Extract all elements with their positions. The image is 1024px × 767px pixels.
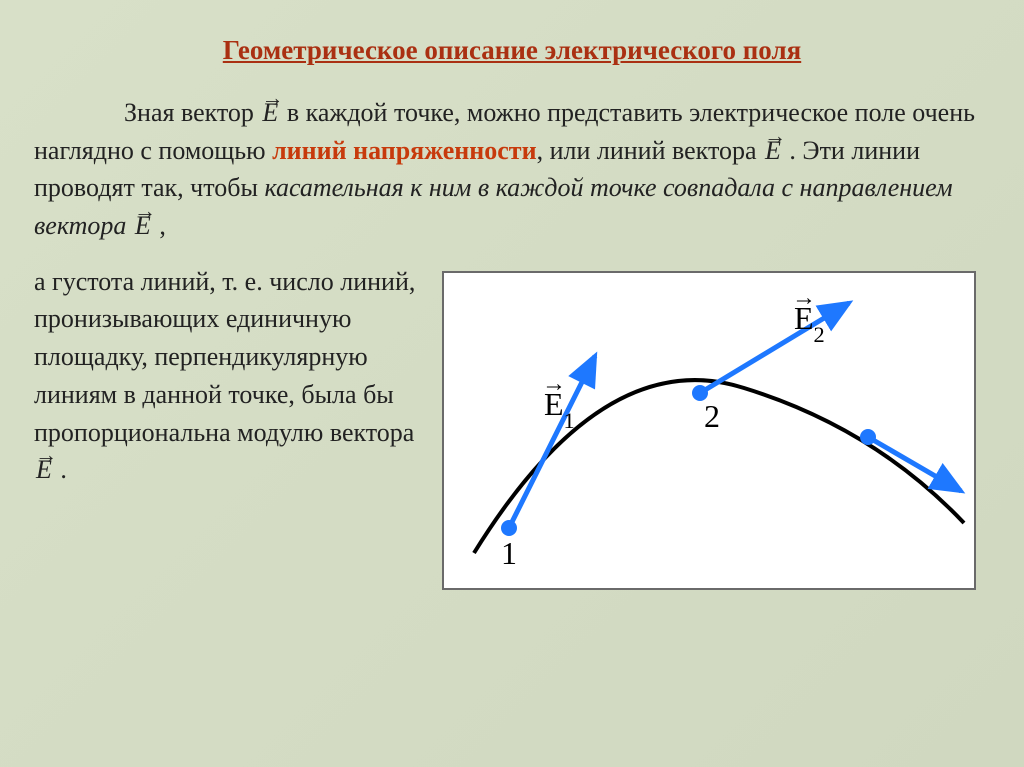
paragraph-2: а густота линий, т. е. число линий, прон…: [34, 263, 424, 489]
svg-text:→: →: [792, 285, 816, 311]
slide: Геометрическое описание электрического п…: [0, 0, 1024, 767]
vector-e-3: →E: [133, 207, 153, 245]
p1-red-1: линий напряженности: [272, 136, 536, 165]
paragraph-1: Зная вектор →E в каждой точке, можно пре…: [34, 94, 990, 245]
field-line-figure: E1→E2→12: [442, 271, 976, 590]
p2-text-1: а густота линий, т. е. число линий, прон…: [34, 267, 415, 447]
lower-row: а густота линий, т. е. число линий, прон…: [30, 263, 994, 590]
vector-e-4: →E: [34, 451, 54, 489]
vector-e-2: →E: [763, 132, 783, 170]
slide-title: Геометрическое описание электрического п…: [30, 35, 994, 66]
svg-text:1: 1: [501, 535, 517, 571]
p1-text-1: Зная вектор: [124, 98, 260, 127]
vector-e-1: →E: [260, 94, 280, 132]
svg-text:2: 2: [704, 398, 720, 434]
svg-text:→: →: [542, 371, 566, 397]
figure-svg: E1→E2→12: [444, 273, 974, 588]
p1-text-3: , или линий вектора: [537, 136, 763, 165]
